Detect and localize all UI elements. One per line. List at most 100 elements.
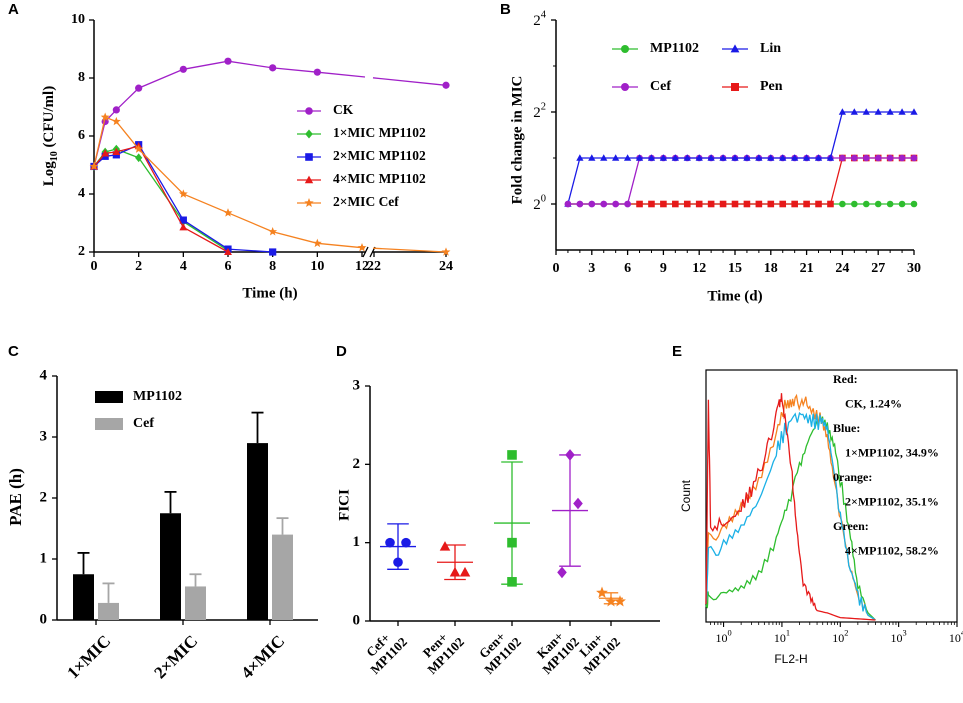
data-point [573,497,583,510]
bar-mp1102 [73,574,94,620]
data-point-2 [802,154,811,161]
x-tick-label: 102 [832,629,848,645]
data-point-3 [564,200,572,208]
data-point [565,449,575,461]
panel-letter: A [8,1,19,18]
data-point-1 [862,200,870,208]
legend-swatch [95,391,123,403]
legend-marker [305,129,313,139]
data-point-3 [269,248,277,256]
legend-label: Cef [650,79,671,94]
series-line-5 [372,247,447,253]
data-point-2 [731,154,739,161]
data-point-2 [874,108,882,115]
data-point-1 [874,200,882,208]
data-point-1 [442,81,450,89]
data-point-2 [635,154,644,161]
x-tick-label: 12 [355,259,369,274]
data-point [557,566,567,579]
data-point-2 [659,154,668,161]
y-tick-label: 24 [533,10,547,30]
data-point [596,586,608,598]
series-line-4 [567,157,914,205]
data-point-2 [695,154,703,161]
legend-marker [305,107,313,115]
tick-exponent: 3 [903,629,907,638]
x-tick-label: Gen+MP1102 [471,624,524,677]
x-tick-label: 9 [660,261,667,276]
x-tick-label: 3 [588,261,595,276]
y-tick-label: 0 [40,611,48,627]
data-point-2 [647,154,656,161]
tick-exponent: 0 [727,629,731,638]
y-tick-label: 2 [40,489,48,505]
data-point-4 [719,200,727,208]
annotation-text: Green: [833,519,869,533]
x-tick-label: 0 [91,259,98,274]
legend-swatch [95,418,123,430]
annotation-text: 1×MP1102, 34.9% [845,445,939,459]
x-tick-label: 30 [907,261,921,276]
series-line-1 [372,77,447,86]
x-tick-label: 10 [310,259,324,274]
data-point [507,450,517,460]
data-point-2 [576,154,584,161]
data-point-3 [874,154,882,162]
data-point-4 [636,200,643,208]
y-tick-label: 1 [40,550,48,566]
x-tick-label: Pen+MP1102 [414,624,467,677]
y-tick-label: 2 [78,244,85,259]
legend-label: CK [333,102,354,117]
data-point [401,537,411,548]
x-tick-label: 4 [180,259,187,274]
panel-letter: D [336,343,347,360]
legend-label: Cef [133,416,154,431]
data-point-3 [886,154,894,162]
data-point-3 [862,154,870,162]
panel-letter: B [500,1,511,18]
legend-marker [730,44,740,53]
tick-base: 10 [832,631,844,645]
x-tick-label: 27 [871,261,885,276]
x-tick-label: 2 [135,259,142,274]
data-point-2 [767,154,775,161]
axis-break [362,246,369,258]
tick-exponent: 1 [786,629,790,638]
data-point-5 [134,144,144,153]
bar-mp1102 [160,513,181,620]
x-axis-title: Time (h) [242,285,297,301]
x-tick-label: Cef+MP1102 [357,624,410,677]
data-point [449,566,461,577]
x-tick-label: 6 [624,261,631,276]
data-point-1 [135,84,143,92]
annotation-text: Red: [833,372,858,386]
tick-base: 10 [891,631,903,645]
panel-letter: C [8,343,19,360]
legend-marker [304,175,314,184]
data-point-3 [851,154,858,162]
legend-marker [731,83,739,91]
legend-marker [304,198,314,207]
y-tick-label: 2 [353,456,361,472]
x-tick-label: 100 [715,629,731,645]
data-point-3 [600,200,608,208]
data-point-4 [695,200,703,208]
y-axis-title: PAE (h) [6,468,25,526]
y-tick-label: 1 [353,534,361,550]
data-point-1 [910,200,918,208]
data-point-4 [179,223,188,231]
legend-label: Lin [760,41,781,56]
annotation-text: Blue: [833,421,860,435]
data-point-2 [826,154,835,161]
data-point-3 [898,154,906,162]
data-point-1 [224,57,232,65]
data-point-5 [357,242,367,252]
data-point-4 [803,200,810,208]
data-point-3 [839,154,846,162]
data-point-1 [112,106,120,114]
x-tick-label: 4×MIC [237,631,288,682]
data-point-3 [612,200,619,208]
data-point-5 [441,247,451,256]
